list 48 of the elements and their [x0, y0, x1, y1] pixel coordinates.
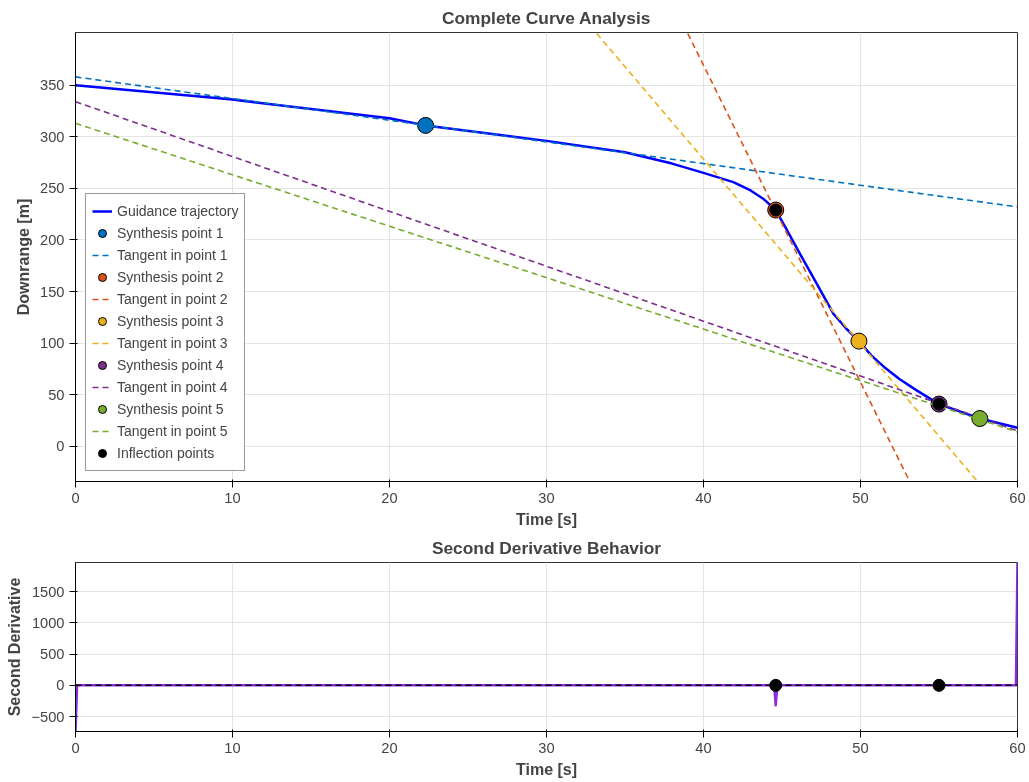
x-tick-label: 50 [852, 739, 869, 756]
x-axis-title: Time [s] [515, 760, 578, 778]
y-axis-title: Downrange [m] [15, 198, 33, 316]
x-tick-label: 20 [381, 489, 398, 506]
legend-label: Inflection points [117, 444, 215, 463]
x-tick-label: 30 [538, 489, 555, 506]
point [850, 332, 868, 350]
x-tick-label: 10 [224, 739, 241, 756]
x-tick-label: 60 [1009, 489, 1026, 506]
y-tick-label: 50 [48, 386, 65, 403]
x-tick-label: 0 [71, 739, 80, 756]
x-tick-label: 20 [381, 739, 398, 756]
y-tick-label: 300 [40, 128, 65, 145]
x-tick-label: 50 [852, 489, 869, 506]
y-tick-label: 0 [56, 438, 65, 455]
y-tick-label: 250 [40, 180, 65, 197]
y-tick-label: 500 [40, 646, 65, 663]
chart-title: Second Derivative Behavior [431, 537, 662, 558]
x-tick-label: 40 [695, 489, 712, 506]
y-tick-label: 150 [40, 283, 65, 300]
x-axis-title: Time [s] [515, 510, 578, 528]
y-tick-label: 0 [56, 677, 65, 694]
point [417, 116, 435, 134]
legend-label: Tangent in point 4 [117, 378, 228, 397]
y-tick-label: 1000 [31, 614, 65, 631]
x-tick-label: 10 [224, 489, 241, 506]
legend-label: Synthesis point 5 [117, 400, 224, 419]
legend-label: Tangent in point 1 [117, 246, 228, 265]
legend-label: Tangent in point 3 [117, 334, 228, 353]
legend-label: Synthesis point 4 [117, 356, 224, 375]
legend-label: Tangent in point 5 [117, 422, 228, 441]
x-tick-label: 60 [1009, 739, 1026, 756]
legend-label: Synthesis point 3 [117, 312, 224, 331]
legend-label: Synthesis point 1 [117, 224, 224, 243]
y-tick-label: 200 [40, 231, 65, 248]
point [971, 410, 989, 428]
legend-label: Tangent in point 2 [117, 290, 228, 309]
chart-title: Complete Curve Analysis [442, 7, 651, 28]
y-tick-label: −500 [31, 708, 65, 725]
y-axis-title: Second Derivative [6, 577, 24, 717]
y-tick-label: 350 [40, 77, 65, 94]
legend-label: Synthesis point 2 [117, 268, 224, 287]
legend-label: Guidance trajectory [117, 202, 239, 221]
x-tick-label: 40 [695, 739, 712, 756]
x-tick-label: 30 [538, 739, 555, 756]
x-tick-label: 0 [71, 489, 80, 506]
y-tick-label: 1500 [31, 583, 65, 600]
y-tick-label: 100 [40, 335, 65, 352]
